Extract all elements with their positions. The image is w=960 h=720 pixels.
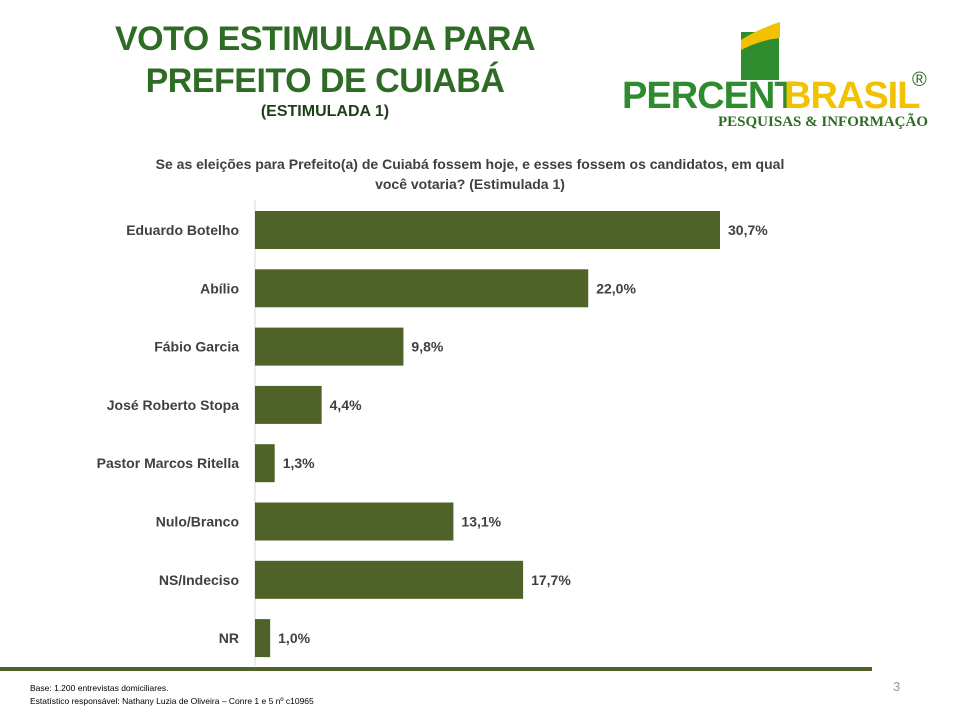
category-label-2: Fábio Garcia [154, 339, 239, 355]
logo-text-brasil: BRASIL [784, 75, 920, 117]
bar-5 [255, 502, 454, 541]
category-label-0: Eduardo Botelho [126, 222, 239, 238]
category-label-6: NS/Indeciso [159, 572, 239, 588]
title-line-2: PREFEITO DE CUIABÁ [145, 62, 505, 100]
bar-2 [255, 327, 404, 366]
bar-chart: Eduardo Botelho 30,7% Abílio 22,0% Fábio Gar… [97, 200, 768, 666]
title-line-1: VOTO ESTIMULADA PARA [114, 20, 536, 58]
category-label-4: Pastor Marcos Ritella [97, 455, 240, 471]
logo-registered: ® [912, 69, 927, 91]
page-subtitle: (ESTIMULADA 1) [260, 103, 390, 120]
value-label-7: 1,0% [278, 630, 310, 646]
question-line-2: você votaria? (Estimulada 1) [375, 176, 565, 192]
footer-divider [0, 667, 872, 671]
chart-question: Se as eleições para Prefeito(a) de Cuiab… [100, 154, 840, 194]
value-label-2: 9,8% [411, 339, 443, 355]
category-label-3: José Roberto Stopa [107, 397, 239, 413]
footer-notes: Base: 1.200 entrevistas domiciliares. Es… [30, 682, 314, 708]
bar-3 [255, 385, 322, 424]
bar-4 [255, 444, 275, 483]
value-label-0: 30,7% [728, 222, 768, 238]
page-number: 3 [893, 679, 901, 694]
page-title: VOTO ESTIMULADA PARA PREFEITO DE CUIABÁ [100, 18, 550, 102]
logo-emblem-yellow [741, 22, 780, 50]
value-label-5: 13,1% [461, 514, 501, 530]
value-label-1: 22,0% [596, 280, 636, 296]
logo-tagline: PESQUISAS & INFORMAÇÃO [718, 112, 928, 130]
value-label-6: 17,7% [531, 572, 571, 588]
bar-6 [255, 560, 524, 599]
category-label-1: Abílio [200, 280, 239, 296]
value-label-3: 4,4% [330, 397, 362, 413]
footer-statistician: Estatístico responsável: Nathany Luzia d… [30, 696, 314, 706]
bar-0 [255, 211, 720, 249]
percentbrasil-logo: PERCENT BRASIL ® PESQUISAS & INFORMAÇÃO [622, 22, 928, 130]
value-label-4: 1,3% [283, 455, 315, 471]
question-line-1: Se as eleições para Prefeito(a) de Cuiab… [155, 156, 785, 172]
bar-7 [255, 619, 271, 658]
bar-1 [255, 269, 589, 308]
category-label-7: NR [219, 630, 239, 646]
category-label-5: Nulo/Branco [156, 514, 239, 530]
footer-base: Base: 1.200 entrevistas domiciliares. [30, 683, 169, 693]
logo-text-percent: PERCENT [622, 75, 797, 117]
